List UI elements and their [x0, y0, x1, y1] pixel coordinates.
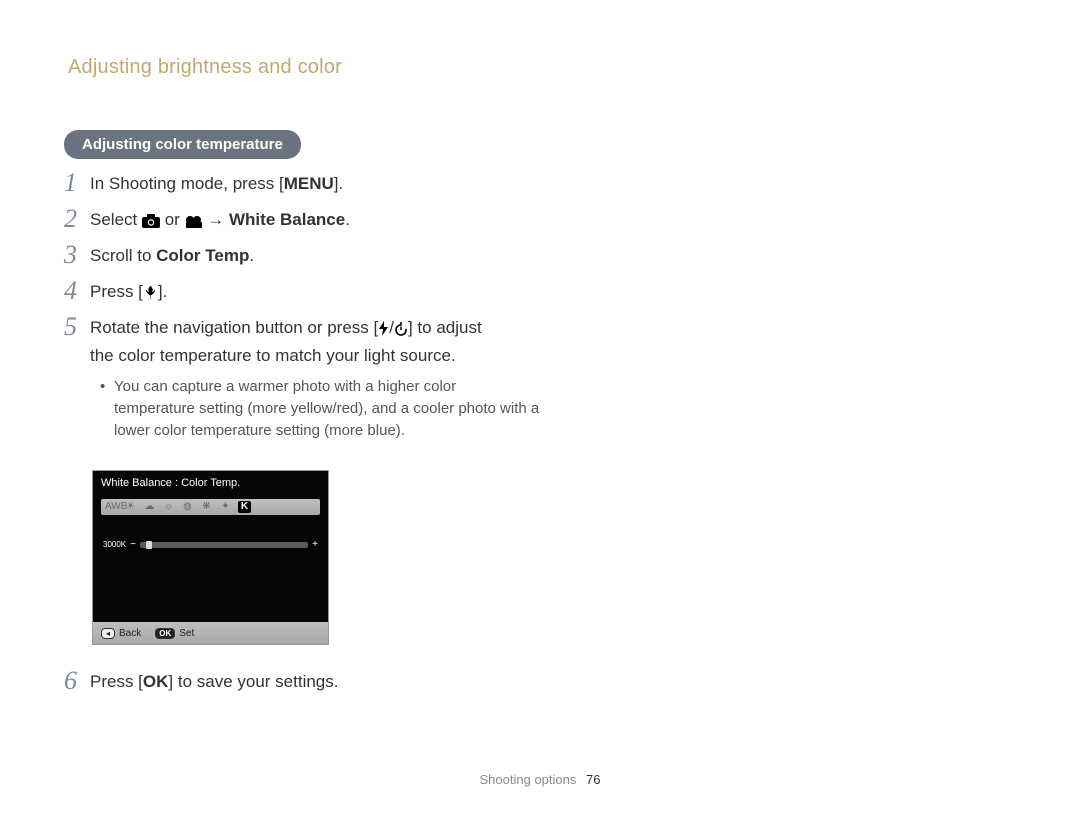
white-balance-label: White Balance: [229, 210, 345, 229]
text: or: [160, 210, 185, 229]
text: .: [249, 246, 254, 265]
color-temp-label: Color Temp: [156, 246, 249, 265]
step-text: Select or → White Balance.: [90, 204, 584, 234]
text: the color temperature to match your ligh…: [90, 346, 456, 365]
step-1: 1 In Shooting mode, press [MENU].: [64, 168, 584, 198]
footer-section: Shooting options: [480, 772, 577, 787]
step-number: 5: [64, 312, 90, 342]
camera-screen-mock: White Balance : Color Temp. AWB ☀ ☁ ☼ ◍ …: [92, 470, 329, 645]
wb-icon-row: AWB ☀ ☁ ☼ ◍ ❋ ✦ K: [101, 499, 320, 515]
ok-key-icon: OK: [155, 628, 175, 639]
slider-thumb: [146, 541, 152, 549]
back-key-icon: ◂: [101, 628, 115, 639]
text: .: [345, 210, 350, 229]
text: Press [: [90, 282, 143, 301]
steps-list: 1 In Shooting mode, press [MENU]. 2 Sele…: [64, 168, 584, 448]
step-text: Scroll to Color Temp.: [90, 240, 584, 270]
menu-icon: MENU: [284, 174, 334, 193]
text: Press [: [90, 672, 143, 691]
ok-icon: OK: [143, 672, 169, 691]
camera-footer: ◂ Back OK Set: [93, 622, 328, 644]
wb-option-tungsten: ❋: [200, 501, 213, 513]
bullet-text: You can capture a warmer photo with a hi…: [114, 376, 540, 442]
wb-option-fluorescent-l: ◍: [181, 501, 194, 513]
wb-option-fluorescent-h: ☼: [162, 501, 175, 513]
timer-icon: [394, 322, 408, 336]
manual-page: Adjusting brightness and color Adjusting…: [0, 0, 1080, 815]
text: Scroll to: [90, 246, 156, 265]
back-label: Back: [119, 628, 141, 639]
set-label: Set: [179, 628, 194, 639]
page-footer: Shooting options 76: [0, 772, 1080, 787]
wb-option-kelvin: K: [238, 501, 251, 513]
text: ] to save your settings.: [168, 672, 338, 691]
step-text: Press [].: [90, 276, 584, 306]
step-5: 5 Rotate the navigation button or press …: [64, 312, 584, 370]
bullet-dot: •: [100, 376, 114, 442]
step-4: 4 Press [].: [64, 276, 584, 306]
slider-minus: −: [130, 539, 136, 550]
bullet-item: • You can capture a warmer photo with a …: [100, 376, 540, 442]
text: ] to adjust: [408, 318, 482, 337]
step-3: 3 Scroll to Color Temp.: [64, 240, 584, 270]
slider-plus: +: [312, 539, 318, 550]
macro-icon: [143, 285, 158, 300]
text: Select: [90, 210, 142, 229]
text: Rotate the navigation button or press [: [90, 318, 378, 337]
step-6: 6 Press [OK] to save your settings.: [64, 666, 584, 696]
camera-title: White Balance : Color Temp.: [93, 471, 328, 495]
flash-icon: [378, 321, 389, 336]
set-button: OK Set: [155, 628, 194, 639]
step-number: 3: [64, 240, 90, 270]
step-text: Press [OK] to save your settings.: [90, 666, 584, 696]
arrow: →: [203, 210, 229, 229]
text: In Shooting mode, press [: [90, 174, 284, 193]
slider-track: [140, 542, 308, 548]
text: ].: [158, 282, 167, 301]
wb-option-awb: AWB: [105, 501, 118, 513]
step-number: 1: [64, 168, 90, 198]
note-block: • You can capture a warmer photo with a …: [100, 376, 540, 442]
wb-option-daylight: ☀: [124, 501, 137, 513]
back-button: ◂ Back: [101, 628, 141, 639]
step-6-container: 6 Press [OK] to save your settings.: [64, 666, 584, 702]
step-number: 2: [64, 204, 90, 234]
text: ].: [334, 174, 343, 193]
wb-option-custom: ✦: [219, 501, 232, 513]
color-temp-slider: 3000K − +: [103, 539, 318, 550]
page-number: 76: [586, 772, 600, 787]
wb-option-cloudy: ☁: [143, 501, 156, 513]
step-2: 2 Select or → White Balance.: [64, 204, 584, 234]
section-pill: Adjusting color temperature: [64, 130, 301, 159]
step-text: Rotate the navigation button or press [/…: [90, 312, 584, 370]
step-text: In Shooting mode, press [MENU].: [90, 168, 584, 198]
step-number: 6: [64, 666, 90, 696]
camera-icon: [142, 214, 160, 228]
slider-value: 3000K: [103, 540, 126, 549]
page-header: Adjusting brightness and color: [68, 56, 342, 79]
movie-icon: [185, 216, 203, 228]
step-number: 4: [64, 276, 90, 306]
